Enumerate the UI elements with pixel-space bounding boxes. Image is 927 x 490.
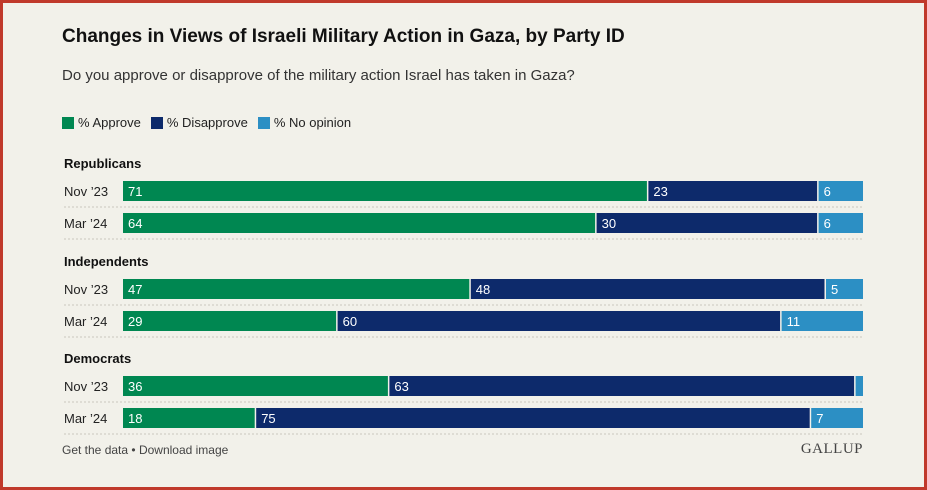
get-data-link[interactable]: Get the data: [62, 443, 129, 457]
bar-segment-approve: [123, 181, 647, 201]
data-label: 6: [824, 216, 831, 231]
bar-segment-no-opinion: [781, 311, 863, 331]
data-label: 30: [602, 216, 616, 231]
bar-segment-no-opinion: [818, 213, 863, 233]
data-label: 6: [824, 184, 831, 199]
data-label: 71: [128, 184, 142, 199]
download-image-link[interactable]: Download image: [138, 443, 229, 457]
bar-segment-approve: [123, 311, 337, 331]
bar-segment-approve: [123, 376, 388, 396]
bar-segment-disapprove: [470, 279, 825, 299]
chart-title: Changes in Views of Israeli Military Act…: [62, 26, 625, 47]
row-label: Nov ’23: [64, 379, 108, 394]
data-label: 47: [128, 282, 142, 297]
legend-swatch-disapprove: [150, 116, 163, 129]
data-label: 36: [128, 379, 142, 394]
legend-item-disapprove: % Disapprove: [150, 115, 248, 130]
data-label: 11: [787, 314, 801, 329]
chart-legend: % Approve % Disapprove % No opinion: [62, 115, 351, 130]
footer-links: Get the data • Download image: [62, 443, 228, 457]
bar-segment-disapprove: [256, 408, 810, 428]
data-label: 64: [128, 216, 142, 231]
bar-segment-approve: [123, 408, 255, 428]
data-label: 60: [343, 314, 357, 329]
bar-segment-disapprove: [596, 213, 818, 233]
legend-item-no-opinion: % No opinion: [257, 115, 352, 130]
group-label: Democrats: [64, 351, 131, 366]
chart-subtitle: Do you approve or disapprove of the mili…: [62, 67, 575, 84]
data-label: 7: [816, 411, 823, 426]
group-label: Republicans: [64, 156, 141, 171]
bar-segment-disapprove: [389, 376, 855, 396]
bar-segment-approve: [123, 279, 470, 299]
data-label: 23: [653, 184, 667, 199]
legend-label-approve: % Approve: [78, 115, 141, 130]
row-label: Nov ’23: [64, 184, 108, 199]
bar-segment-disapprove: [337, 311, 781, 331]
legend-swatch-approve: [62, 116, 74, 129]
legend-label-no-opinion: % No opinion: [273, 115, 352, 130]
bar-segment-disapprove: [648, 181, 818, 201]
data-label: 63: [394, 379, 408, 394]
group-label: Independents: [64, 254, 149, 269]
data-label: 5: [831, 282, 838, 297]
gallup-logo: GALLUP: [800, 441, 863, 457]
legend-swatch-no-opinion: [257, 116, 270, 129]
row-label: Mar ’24: [64, 314, 107, 329]
data-label: 29: [128, 314, 142, 329]
bar-segment-no-opinion: [818, 181, 863, 201]
footer-separator: •: [131, 443, 136, 457]
data-label: 18: [128, 411, 142, 426]
legend-item-approve: % Approve: [62, 115, 141, 130]
row-label: Mar ’24: [64, 411, 107, 426]
bar-segment-no-opinion: [855, 376, 863, 396]
data-label: 75: [261, 411, 275, 426]
legend-label-disapprove: % Disapprove: [166, 115, 248, 130]
row-label: Nov ’23: [64, 282, 108, 297]
bar-segment-no-opinion: [811, 408, 863, 428]
bar-segment-no-opinion: [826, 279, 863, 299]
row-label: Mar ’24: [64, 216, 107, 231]
data-label: 48: [476, 282, 490, 297]
bar-segment-approve: [123, 213, 596, 233]
